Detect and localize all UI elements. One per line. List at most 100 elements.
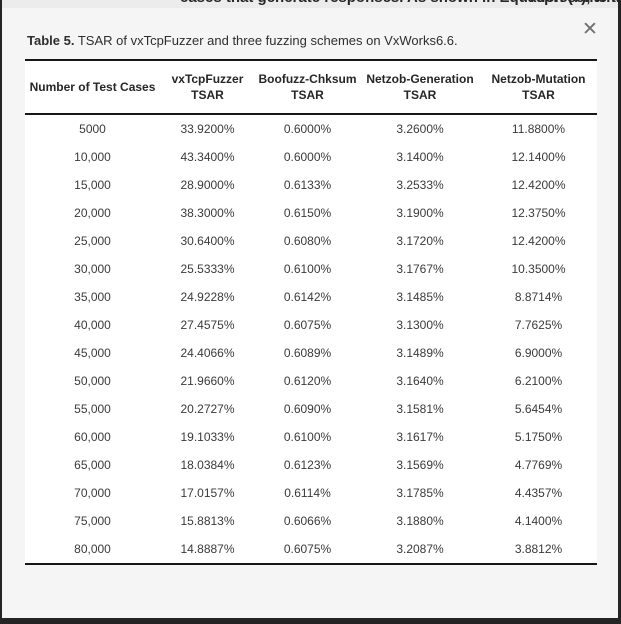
table-cell: 10,000 [74, 150, 111, 164]
table-header-row: Number of Test Cases vxTcpFuzzer TSAR Boofu… [25, 61, 597, 115]
table-cell: 5.6454% [514, 402, 563, 416]
table-cell: 20.2727% [180, 402, 235, 416]
table-cell: 3.1617% [396, 430, 444, 444]
table-row: 60,000 19.1033% 0.6100% 3.1617% 5.1750% [25, 423, 597, 451]
table-cell: 0.6120% [283, 374, 332, 388]
table-row: 65,000 18.0384% 0.6123% 3.1569% 4.7769% [25, 451, 597, 479]
table-cell: 21.9660% [180, 374, 235, 388]
background-text-fragment-right: represents the tot [530, 0, 618, 6]
table-row: 55,000 20.2727% 0.6090% 3.1581% 5.6454% [25, 395, 597, 423]
table-row: 25,000 30.6400% 0.6080% 3.1720% 12.4200% [25, 227, 597, 255]
table-cell: 33.9200% [180, 122, 235, 136]
table-cell: 15,000 [74, 178, 111, 192]
table-cell: 6.9000% [514, 346, 563, 360]
table-cell: 0.6075% [283, 542, 332, 556]
table-caption-text: TSAR of vxTcpFuzzer and three fuzzing sc… [74, 33, 458, 48]
table-row: 45,000 24.4066% 0.6089% 3.1489% 6.9000% [25, 339, 597, 367]
table-cell: 3.1300% [396, 318, 444, 332]
table-row: 40,000 27.4575% 0.6075% 3.1300% 7.7625% [25, 311, 597, 339]
table-cell: 3.1767% [396, 262, 444, 276]
table-cell: 0.6100% [283, 430, 332, 444]
table-cell: 60,000 [74, 430, 111, 444]
header-cell: Netzob-Mutation TSAR [480, 61, 597, 115]
table-cell: 45,000 [74, 346, 111, 360]
table-cell: 35,000 [74, 290, 111, 304]
table-cell: 7.7625% [514, 318, 563, 332]
table-modal: ✕ Table 5. TSAR of vxTcpFuzzer and three… [2, 8, 618, 618]
close-icon[interactable]: ✕ [576, 16, 604, 44]
table-cell: 3.1485% [396, 290, 444, 304]
table-row: 5000 33.9200% 0.6000% 3.2600% 11.8800% [25, 114, 597, 143]
table-cell: 4.1400% [514, 514, 563, 528]
table-cell: 65,000 [74, 458, 111, 472]
table-row: 15,000 28.9000% 0.6133% 3.2533% 12.4200% [25, 171, 597, 199]
table-cell: 0.6150% [283, 206, 332, 220]
table-row: 75,000 15.8813% 0.6066% 3.1880% 4.1400% [25, 507, 597, 535]
table-cell: 3.1880% [396, 514, 444, 528]
table-container: Number of Test Cases vxTcpFuzzer TSAR Boofu… [25, 59, 597, 565]
table-cell: 75,000 [74, 514, 111, 528]
header-cell: Number of Test Cases [25, 61, 160, 115]
table-row: 80,000 14.8887% 0.6075% 3.2087% 3.8812% [25, 535, 597, 563]
table-cell: 0.6080% [283, 234, 332, 248]
data-table: Number of Test Cases vxTcpFuzzer TSAR Boofu… [25, 61, 597, 563]
table-cell: 0.6090% [283, 402, 332, 416]
table-cell: 30.6400% [180, 234, 235, 248]
table-cell: 55,000 [74, 402, 111, 416]
table-cell: 43.3400% [180, 150, 235, 164]
table-cell: 0.6100% [283, 262, 332, 276]
table-cell: 3.2533% [396, 178, 444, 192]
table-cell: 5.1750% [514, 430, 563, 444]
table-cell: 50,000 [74, 374, 111, 388]
table-cell: 3.1640% [396, 374, 444, 388]
table-cell: 5000 [79, 122, 106, 136]
table-cell: 8.8714% [514, 290, 563, 304]
table-row: 10,000 43.3400% 0.6000% 3.1400% 12.1400% [25, 143, 597, 171]
table-cell: 25.5333% [180, 262, 235, 276]
table-cell: 10.3500% [511, 262, 566, 276]
table-cell: 14.8887% [180, 542, 235, 556]
table-cell: 15.8813% [180, 514, 235, 528]
table-cell: 12.4200% [511, 234, 566, 248]
table-cell: 19.1033% [180, 430, 235, 444]
table-cell: 24.4066% [180, 346, 235, 360]
table-cell: 4.4357% [514, 486, 563, 500]
table-row: 35,000 24.9228% 0.6142% 3.1485% 8.8714% [25, 283, 597, 311]
table-cell: 18.0384% [180, 458, 235, 472]
table-cell: 24.9228% [180, 290, 235, 304]
table-cell: 3.1569% [396, 458, 444, 472]
table-row: 20,000 38.3000% 0.6150% 3.1900% 12.3750% [25, 199, 597, 227]
table-cell: 27.4575% [180, 318, 235, 332]
table-cell: 3.1489% [396, 346, 444, 360]
table-caption: Table 5. TSAR of vxTcpFuzzer and three f… [2, 8, 618, 49]
table-row: 30,000 25.5333% 0.6100% 3.1767% 10.3500% [25, 255, 597, 283]
header-cell: Netzob-Generation TSAR [360, 61, 480, 115]
table-cell: 28.9000% [180, 178, 235, 192]
table-cell: 80,000 [74, 542, 111, 556]
background-text-fragment-left: cases that generate responses. As shown … [180, 0, 618, 6]
header-cell: Boofuzz-Chksum TSAR [255, 61, 360, 115]
table-cell: 12.4200% [511, 178, 566, 192]
table-cell: 0.6133% [283, 178, 332, 192]
background-document-strip: cases that generate responses. As shown … [2, 0, 618, 8]
table-cell: 0.6114% [284, 486, 331, 500]
table-cell: 0.6142% [283, 290, 332, 304]
table-cell: 3.1400% [396, 150, 444, 164]
table-cell: 17.0157% [180, 486, 235, 500]
table-cell: 11.8800% [511, 122, 566, 136]
table-cell: 3.1720% [396, 234, 444, 248]
table-cell: 3.2087% [396, 542, 444, 556]
table-cell: 0.6089% [283, 346, 332, 360]
table-cell: 3.1581% [396, 402, 444, 416]
header-cell: vxTcpFuzzer TSAR [160, 61, 255, 115]
table-cell: 0.6075% [283, 318, 332, 332]
table-cell: 20,000 [74, 206, 111, 220]
table-cell: 3.1785% [396, 486, 444, 500]
table-cell: 38.3000% [180, 206, 235, 220]
table-caption-label: Table 5. [27, 33, 75, 48]
table-cell: 4.7769% [514, 458, 563, 472]
table-cell: 3.2600% [396, 122, 444, 136]
table-cell: 6.2100% [514, 374, 563, 388]
table-cell: 25,000 [74, 234, 111, 248]
